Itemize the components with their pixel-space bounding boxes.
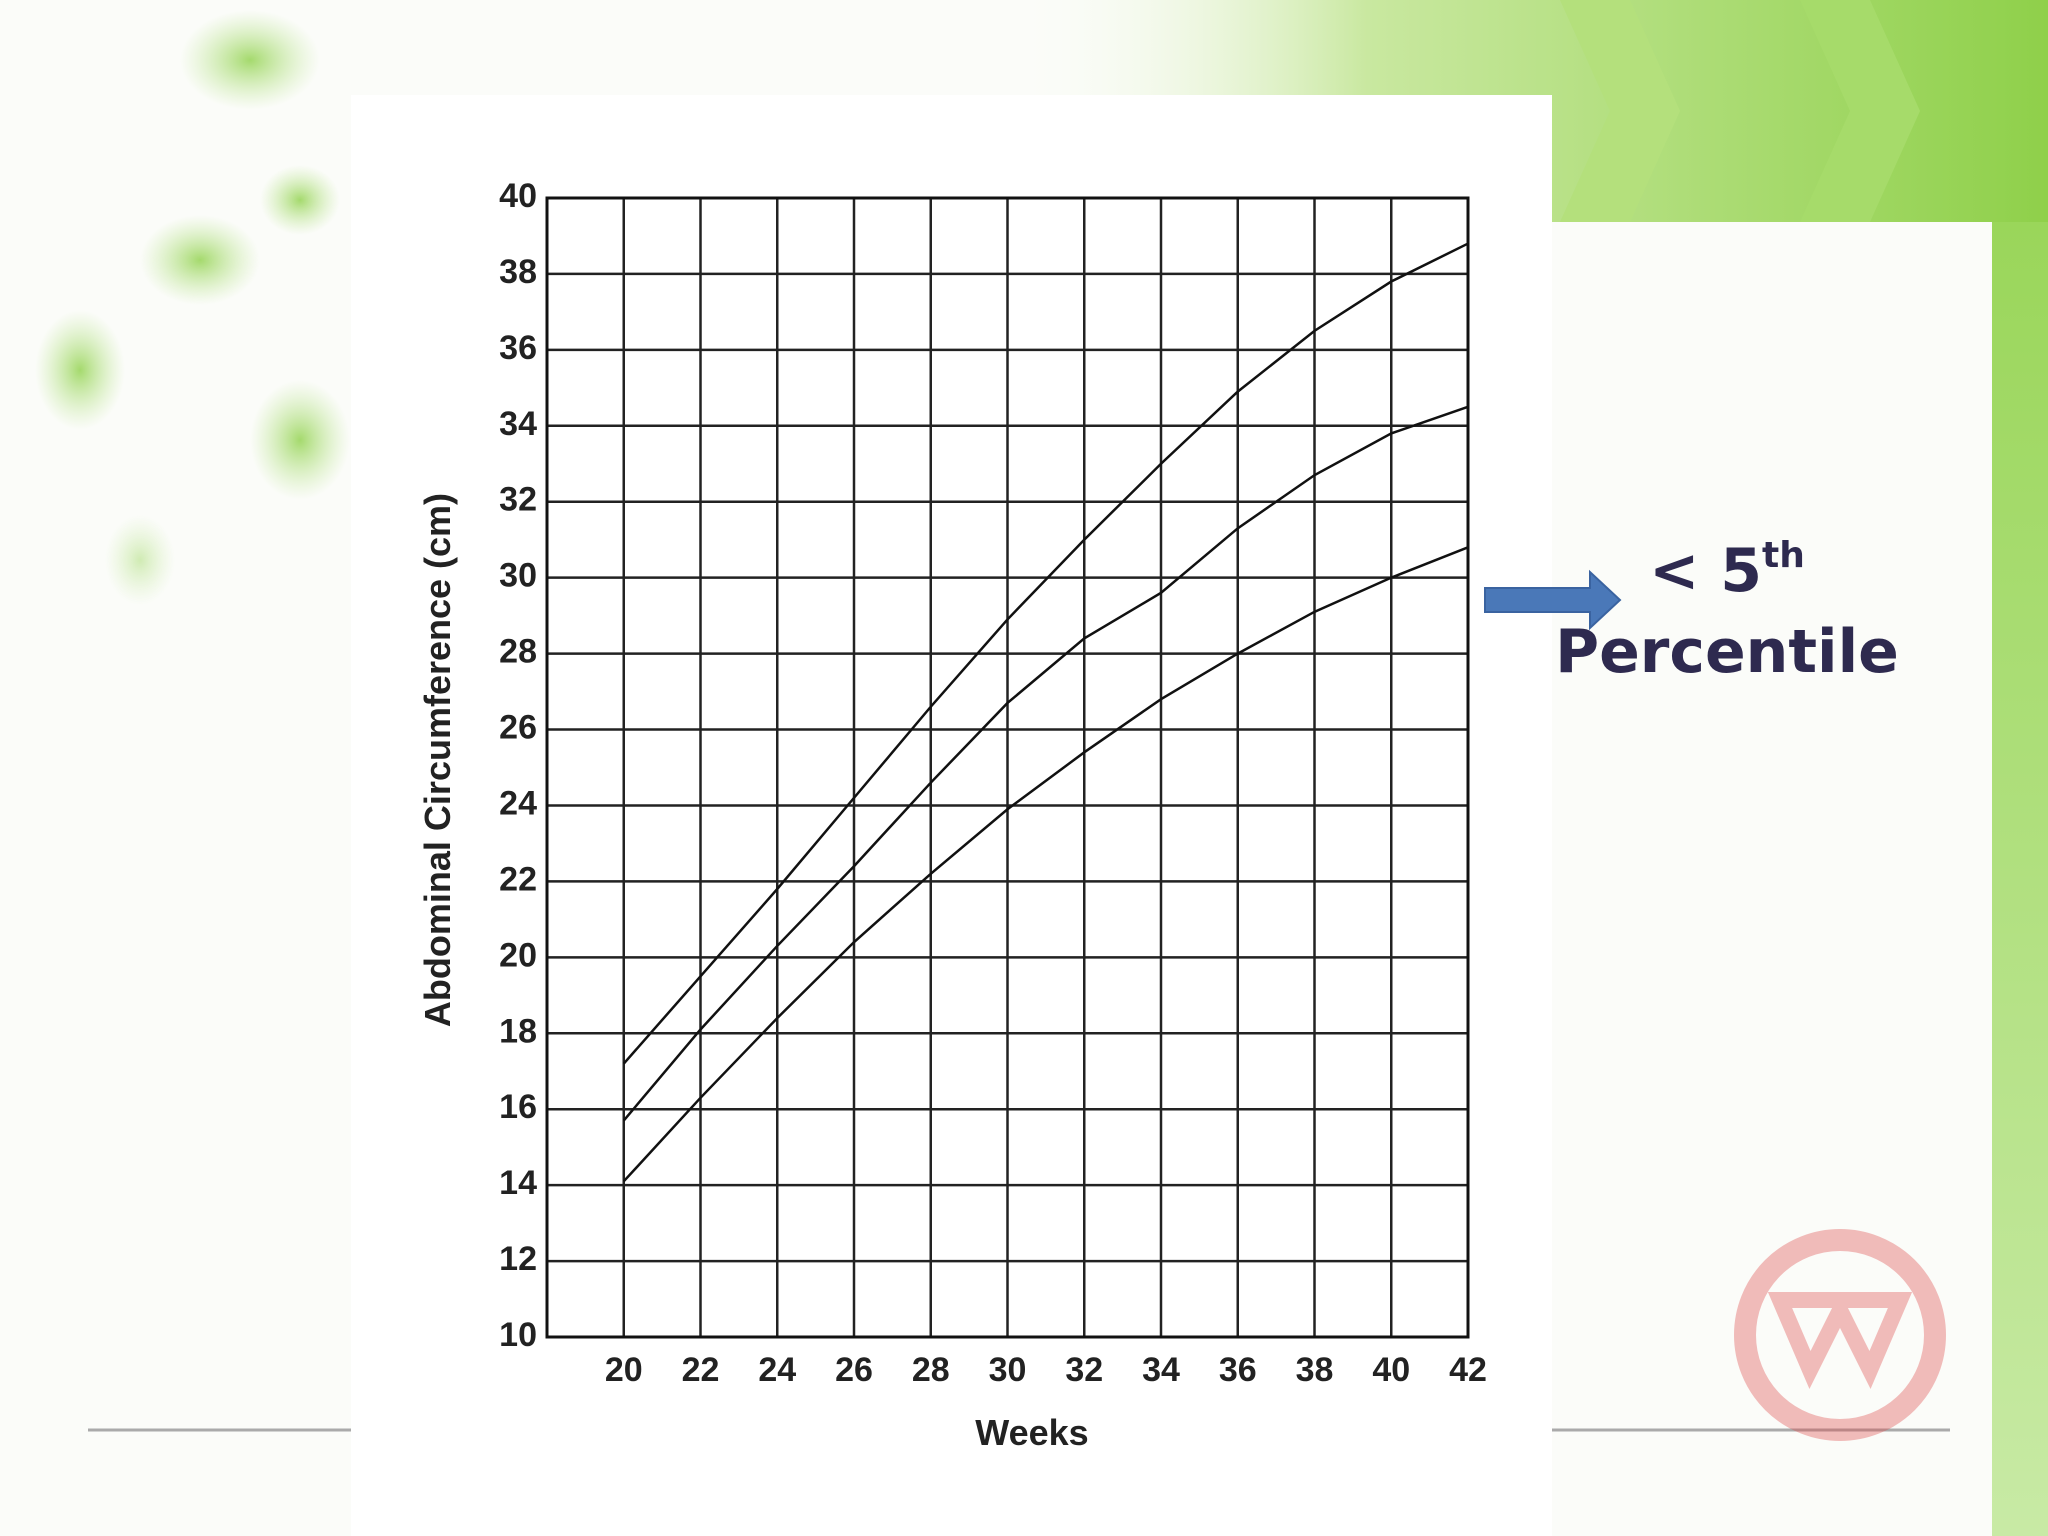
annotation-text: < 5 — [1649, 536, 1762, 606]
chevron — [1800, 0, 1920, 222]
leaf — [35, 310, 125, 430]
y-tick-label: 14 — [499, 1164, 537, 1202]
y-tick-label: 34 — [499, 405, 537, 443]
y-tick-label: 12 — [499, 1240, 537, 1278]
annotation-superscript: th — [1762, 535, 1805, 576]
chevron — [1560, 0, 1680, 222]
y-tick-label: 16 — [499, 1088, 537, 1126]
leaf — [260, 165, 340, 235]
series-line — [622, 242, 1469, 1065]
y-axis-title: Abdominal Circumference (cm) — [417, 493, 458, 1027]
x-tick-label: 30 — [989, 1351, 1027, 1389]
y-tick-label: 24 — [499, 784, 537, 822]
x-tick-label: 38 — [1296, 1351, 1334, 1389]
x-tick-label: 36 — [1219, 1351, 1257, 1389]
chart-card — [351, 95, 1552, 1536]
arrow — [1484, 569, 1622, 631]
y-tick-label: 26 — [499, 709, 537, 747]
x-tick-label: 34 — [1142, 1351, 1180, 1389]
plot-frame — [545, 196, 1470, 1339]
leaf — [180, 10, 320, 110]
annotation: < 5th — [1649, 535, 1805, 606]
y-tick-label: 36 — [499, 329, 537, 367]
x-axis-title: Weeks — [975, 1412, 1088, 1453]
y-tick-label: 32 — [499, 481, 537, 519]
x-tick-label: 42 — [1449, 1351, 1487, 1389]
logo — [1734, 1229, 1946, 1441]
plot: 10 12 14 16 18 20 22 24 26 28 30 32 34 36 38 40 20 22 24 26… — [499, 177, 1487, 1389]
leaves — [35, 10, 350, 605]
y-tick-label: 30 — [499, 557, 537, 595]
annotation-line: Percentile — [1555, 617, 1899, 687]
y-tick-label: 40 — [499, 177, 537, 215]
y-tick-label: 38 — [499, 253, 537, 291]
x-tick-label: 22 — [682, 1351, 720, 1389]
x-tick-label: 20 — [605, 1351, 643, 1389]
y-tick-label: 28 — [499, 633, 537, 671]
y-tick-label: 20 — [499, 936, 537, 974]
y-tick-label: 10 — [499, 1316, 537, 1354]
side-strip — [1992, 222, 2048, 1536]
x-tick-label: 24 — [758, 1351, 796, 1389]
x-tick-label: 32 — [1065, 1351, 1103, 1389]
logo-mark — [1767, 1292, 1913, 1390]
logo-ring — [1734, 1229, 1946, 1441]
y-tick-label: 18 — [499, 1012, 537, 1050]
x-tick-label: 26 — [835, 1351, 873, 1389]
x-tick-label: 40 — [1372, 1351, 1410, 1389]
series-line — [622, 405, 1469, 1122]
leaf — [140, 215, 260, 305]
x-tick-label: 28 — [912, 1351, 950, 1389]
series-line — [622, 546, 1469, 1183]
y-tick-label: 22 — [499, 860, 537, 898]
leaf — [105, 515, 175, 605]
leaf — [250, 380, 350, 500]
